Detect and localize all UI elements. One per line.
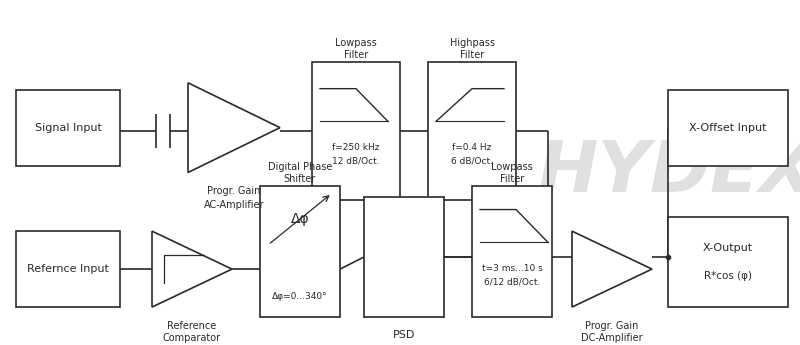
Text: Reference: Reference bbox=[167, 321, 217, 331]
Text: Filter: Filter bbox=[500, 175, 524, 184]
Text: Signal Input: Signal Input bbox=[34, 123, 102, 132]
Text: Δφ=0...340°: Δφ=0...340° bbox=[272, 292, 328, 301]
Text: X-Output: X-Output bbox=[703, 244, 753, 253]
Text: Digital Phase: Digital Phase bbox=[268, 162, 332, 172]
Text: DC-Amplifier: DC-Amplifier bbox=[581, 333, 643, 343]
Text: Progr. Gain: Progr. Gain bbox=[586, 321, 638, 331]
Bar bbox=[668, 90, 788, 166]
Bar bbox=[16, 231, 120, 307]
Text: f=250 kHz: f=250 kHz bbox=[332, 143, 380, 152]
Text: Shifter: Shifter bbox=[284, 175, 316, 184]
Text: Lowpass: Lowpass bbox=[335, 38, 377, 48]
Text: 6 dB/Oct.: 6 dB/Oct. bbox=[451, 157, 493, 166]
Text: t=3 ms...10 s: t=3 ms...10 s bbox=[482, 264, 542, 273]
Bar bbox=[312, 62, 400, 200]
Bar bbox=[364, 197, 444, 317]
Bar bbox=[668, 217, 788, 307]
Text: 12 dB/Oct.: 12 dB/Oct. bbox=[332, 157, 380, 166]
Text: AC-Amplifier: AC-Amplifier bbox=[204, 200, 264, 210]
Text: X-Offset Input: X-Offset Input bbox=[690, 123, 766, 132]
Text: R*cos (φ): R*cos (φ) bbox=[704, 271, 752, 281]
Text: f=0.4 Hz: f=0.4 Hz bbox=[452, 143, 492, 152]
Text: Progr. Gain: Progr. Gain bbox=[207, 187, 261, 196]
Text: Refernce Input: Refernce Input bbox=[27, 264, 109, 274]
Text: Lowpass: Lowpass bbox=[491, 162, 533, 172]
Text: HYDEX: HYDEX bbox=[537, 138, 800, 207]
Text: Filter: Filter bbox=[344, 50, 368, 60]
Text: Highpass: Highpass bbox=[450, 38, 494, 48]
Bar bbox=[16, 90, 120, 166]
Bar bbox=[472, 186, 552, 317]
Bar bbox=[260, 186, 340, 317]
Text: Δφ: Δφ bbox=[290, 212, 310, 226]
Bar bbox=[428, 62, 516, 200]
Text: Filter: Filter bbox=[460, 50, 484, 60]
Text: 6/12 dB/Oct.: 6/12 dB/Oct. bbox=[484, 277, 540, 286]
Text: Comparator: Comparator bbox=[163, 333, 221, 343]
Text: PSD: PSD bbox=[393, 330, 415, 339]
